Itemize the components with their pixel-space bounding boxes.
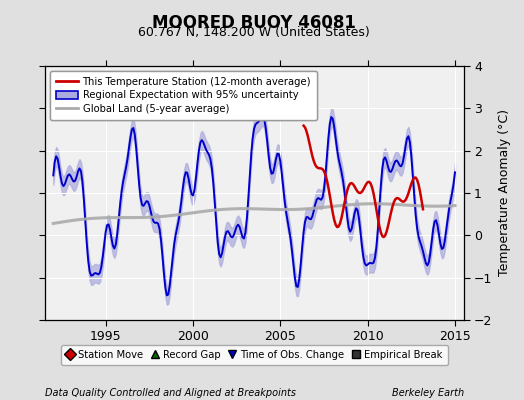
Legend: This Temperature Station (12-month average), Regional Expectation with 95% uncer: This Temperature Station (12-month avera… [50, 71, 317, 120]
Text: Berkeley Earth: Berkeley Earth [391, 388, 464, 398]
Text: Data Quality Controlled and Aligned at Breakpoints: Data Quality Controlled and Aligned at B… [45, 388, 296, 398]
Text: 60.767 N, 148.200 W (United States): 60.767 N, 148.200 W (United States) [138, 26, 370, 39]
Y-axis label: Temperature Anomaly (°C): Temperature Anomaly (°C) [498, 110, 511, 276]
Legend: Station Move, Record Gap, Time of Obs. Change, Empirical Break: Station Move, Record Gap, Time of Obs. C… [60, 345, 448, 365]
Text: MOORED BUOY 46081: MOORED BUOY 46081 [152, 14, 356, 32]
